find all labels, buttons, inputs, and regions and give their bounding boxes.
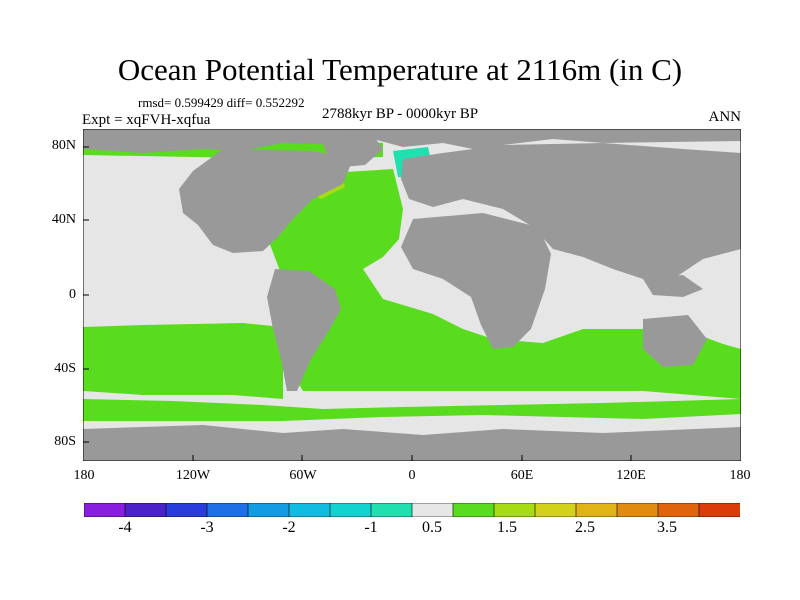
atlantic-indian-green (241, 169, 741, 399)
x-tick-label-180e: 180 (729, 468, 751, 483)
colorbar-swatch (165, 503, 208, 517)
figure-title: Ocean Potential Temperature at 2116m (in… (117, 52, 683, 87)
south-america (267, 269, 341, 391)
colorbar-label: 1.5 (497, 519, 517, 536)
colorbar-swatch (452, 503, 495, 517)
y-tick-label-0: 0 (69, 287, 76, 302)
x-tick-label-120e: 120E (616, 468, 646, 483)
x-tick-label-120w: 120W (175, 468, 211, 483)
antarctica (83, 425, 741, 461)
greenland (321, 135, 383, 167)
colorbar-label: -2 (282, 519, 296, 536)
x-tick-label-180w: 180 (73, 468, 95, 483)
world-map (83, 129, 741, 461)
y-tick-label-80n: 80N (51, 138, 76, 153)
period-label: 2788kyr BP - 0000kyr BP (322, 106, 479, 122)
colorbar-label: -1 (364, 519, 378, 536)
stats-label: rmsd= 0.599429 diff= 0.552292 (138, 95, 305, 110)
colorbar-label: -4 (118, 519, 132, 536)
colorbar-label: -3 (200, 519, 214, 536)
africa (401, 213, 551, 349)
colorbar-swatch (657, 503, 700, 517)
map-ticks (83, 146, 632, 461)
colorbar (84, 503, 740, 517)
y-tick-label-40s: 40S (54, 361, 76, 376)
eurasia (401, 143, 741, 279)
colorbar-swatch (411, 503, 454, 517)
colorbar-label: 3.5 (657, 519, 677, 536)
colorbar-swatch (370, 503, 413, 517)
south-pacific-band (83, 323, 283, 399)
season-label: ANN (708, 109, 742, 125)
colorbar-swatch (329, 503, 372, 517)
colorbar-label: 0.5 (422, 519, 442, 536)
experiment-label: Expt = xqFVH-xqfua (82, 112, 211, 128)
colorbar-label: 2.5 (575, 519, 595, 536)
colorbar-swatch (247, 503, 290, 517)
colorbar-swatch (84, 503, 126, 517)
australia (643, 315, 707, 367)
colorbar-swatch (206, 503, 249, 517)
colorbar-swatch (493, 503, 536, 517)
x-tick-label-60e: 60E (510, 468, 534, 483)
colorbar-swatch (575, 503, 618, 517)
y-tick-label-40n: 40N (51, 212, 76, 227)
y-tick-label-80s: 80S (54, 434, 76, 449)
x-tick-label-60w: 60W (289, 468, 317, 483)
arctic-land (83, 129, 741, 153)
colorbar-swatch (288, 503, 331, 517)
indonesia (643, 275, 703, 297)
colorbar-swatch (534, 503, 577, 517)
southern-ocean-band (83, 399, 741, 421)
x-tick-label-0: 0 (408, 468, 416, 483)
north-america (179, 149, 353, 253)
colorbar-swatch (698, 503, 740, 517)
colorbar-swatch (616, 503, 659, 517)
colorbar-swatch (124, 503, 167, 517)
